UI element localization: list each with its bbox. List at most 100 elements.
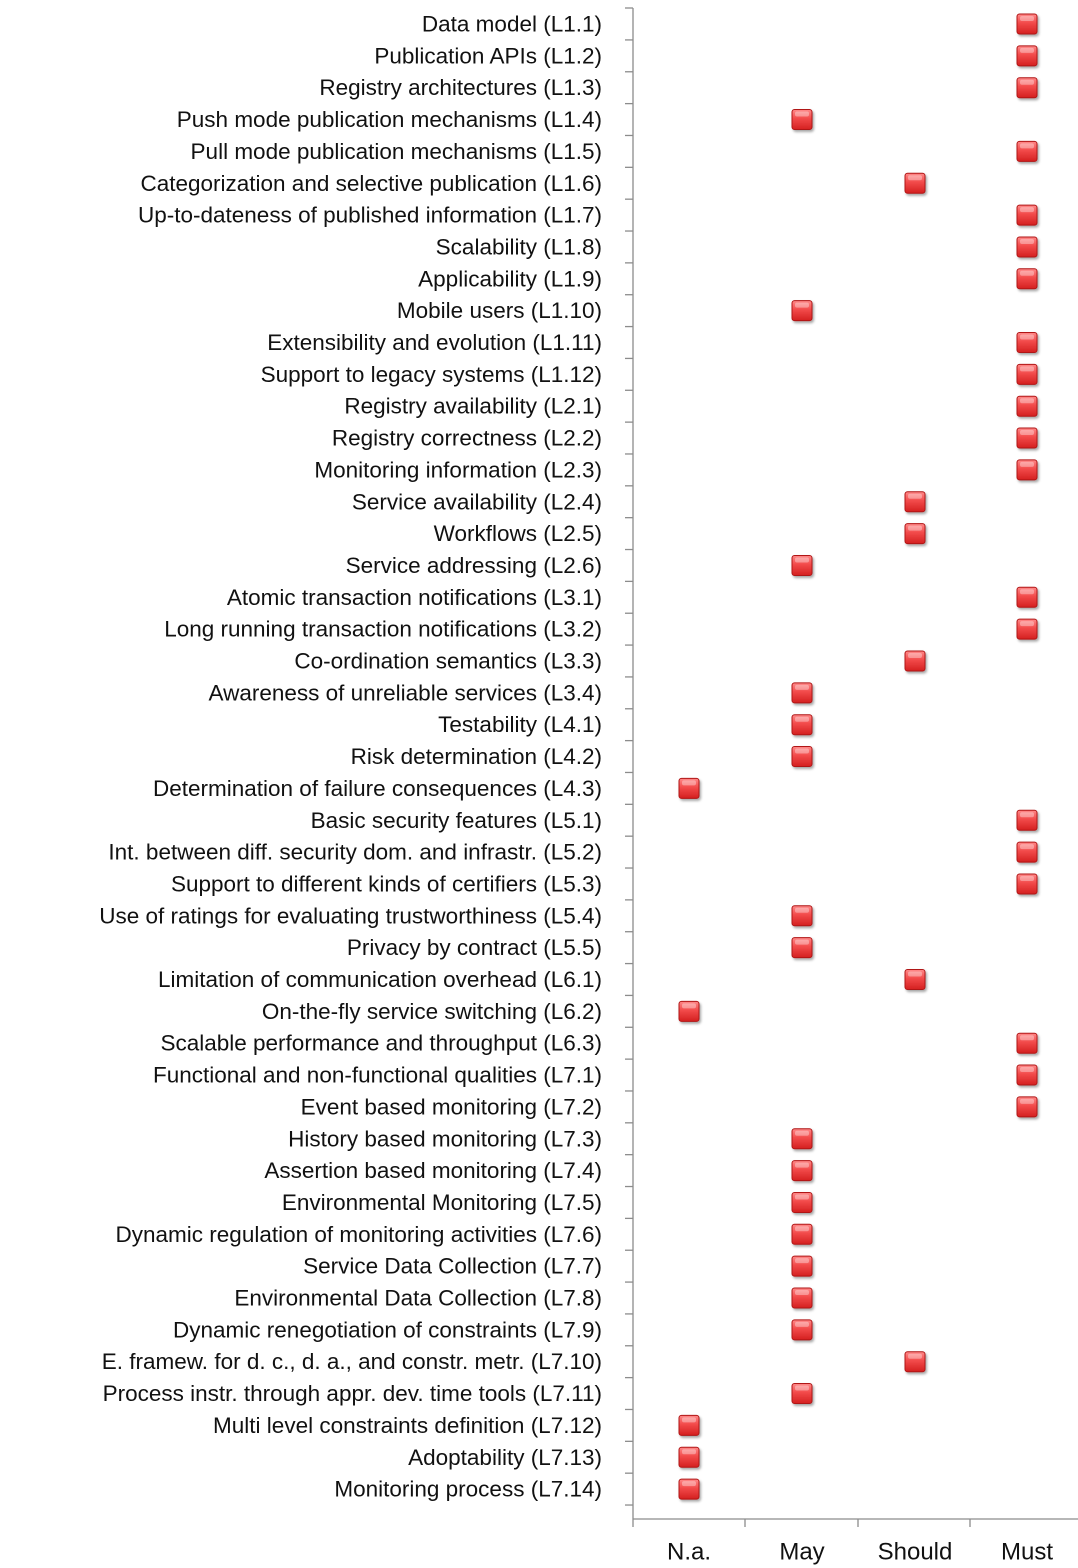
category-label: Support to legacy systems (L1.12) <box>261 362 602 387</box>
data-point <box>791 1160 813 1182</box>
data-point <box>791 1383 813 1405</box>
category-labels: Data model (L1.1) Publication APIs (L1.2)… <box>99 12 602 1502</box>
category-label: Service addressing (L2.6) <box>346 553 602 578</box>
data-point <box>1016 140 1038 162</box>
data-point <box>904 491 926 513</box>
category-label: Multi level constraints definition (L7.1… <box>213 1413 602 1438</box>
category-label: Applicability (L1.9) <box>418 266 602 291</box>
data-point <box>791 1128 813 1150</box>
x-tick-label: Should <box>878 1539 953 1566</box>
category-label: Support to different kinds of certifiers… <box>171 871 602 896</box>
category-label: Use of ratings for evaluating trustworth… <box>99 903 602 928</box>
category-label: History based monitoring (L7.3) <box>288 1126 602 1151</box>
data-points <box>678 13 1038 1500</box>
data-point <box>1016 236 1038 258</box>
data-point <box>791 1223 813 1245</box>
category-label: Basic security features (L5.1) <box>311 808 602 833</box>
category-label: On-the-fly service switching (L6.2) <box>262 999 602 1024</box>
data-point <box>678 777 700 799</box>
data-point <box>904 523 926 545</box>
category-label: Mobile users (L1.10) <box>397 298 602 323</box>
data-point <box>1016 77 1038 99</box>
axes <box>625 7 1078 1527</box>
data-point <box>1016 268 1038 290</box>
category-label: Long running transaction notifications (… <box>164 617 602 642</box>
data-point <box>678 1000 700 1022</box>
category-label: Environmental Monitoring (L7.5) <box>282 1190 602 1215</box>
data-point <box>1016 459 1038 481</box>
category-label: Extensibility and evolution (L1.11) <box>267 330 602 355</box>
category-label: Assertion based monitoring (L7.4) <box>264 1158 602 1183</box>
data-point <box>791 714 813 736</box>
category-label: Monitoring information (L2.3) <box>314 457 602 482</box>
x-tick-label: N.a. <box>667 1539 711 1566</box>
category-label: Scalable performance and throughput (L6.… <box>160 1031 602 1056</box>
data-point <box>1016 204 1038 226</box>
data-point <box>1016 1096 1038 1118</box>
x-tick-labels: N.a. May Should Must <box>667 1539 1053 1566</box>
category-label: Pull mode publication mechanisms (L1.5) <box>191 139 602 164</box>
data-point <box>1016 332 1038 353</box>
category-label: E. framew. for d. c., d. a., and constr.… <box>102 1349 602 1374</box>
data-point <box>1016 1064 1038 1086</box>
category-label: Data model (L1.1) <box>422 12 602 37</box>
data-point <box>1016 363 1038 385</box>
data-point <box>1016 586 1038 608</box>
data-point <box>678 1478 700 1500</box>
category-label: Risk determination (L4.2) <box>351 744 602 769</box>
x-tick-label: May <box>779 1539 824 1566</box>
category-label: Testability (L4.1) <box>438 712 602 737</box>
category-label: Int. between diff. security dom. and inf… <box>108 840 602 865</box>
data-point <box>791 1287 813 1309</box>
category-label: Service availability (L2.4) <box>352 489 602 514</box>
data-point <box>1016 618 1038 640</box>
data-point <box>791 1191 813 1213</box>
category-label: Service Data Collection (L7.7) <box>303 1254 602 1279</box>
data-point <box>904 650 926 672</box>
data-point <box>678 1446 700 1468</box>
data-point <box>1016 873 1038 895</box>
data-point <box>791 746 813 768</box>
data-point <box>1016 1032 1038 1054</box>
data-point <box>791 300 813 322</box>
category-label: Monitoring process (L7.14) <box>334 1477 602 1502</box>
data-point <box>1016 841 1038 863</box>
category-label: Event based monitoring (L7.2) <box>301 1094 602 1119</box>
data-point <box>791 682 813 704</box>
category-label: Workflows (L2.5) <box>434 521 602 546</box>
category-label: Registry correctness (L2.2) <box>332 426 602 451</box>
category-label: Process instr. through appr. dev. time t… <box>103 1381 602 1406</box>
category-label: Awareness of unreliable services (L3.4) <box>208 680 602 705</box>
category-label: Functional and non-functional qualities … <box>153 1063 602 1088</box>
category-label: Scalability (L1.8) <box>436 234 602 259</box>
data-point <box>678 1414 700 1436</box>
data-point <box>791 937 813 959</box>
category-label: Categorization and selective publication… <box>140 171 602 196</box>
category-label: Dynamic regulation of monitoring activit… <box>116 1222 602 1247</box>
category-label: Privacy by contract (L5.5) <box>347 935 602 960</box>
data-point <box>1016 809 1038 831</box>
category-label: Environmental Data Collection (L7.8) <box>234 1286 602 1311</box>
data-point <box>791 554 813 576</box>
data-point <box>1016 395 1038 417</box>
category-label: Adoptability (L7.13) <box>408 1445 602 1470</box>
data-point <box>904 969 926 990</box>
category-label: Registry availability (L2.1) <box>344 394 602 419</box>
data-point <box>791 1319 813 1341</box>
category-label: Up-to-dateness of published information … <box>138 203 602 228</box>
category-label: Limitation of communication overhead (L6… <box>158 967 602 992</box>
category-label: Determination of failure consequences (L… <box>153 776 602 801</box>
data-point <box>904 172 926 194</box>
data-point <box>1016 45 1038 67</box>
category-label: Push mode publication mechanisms (L1.4) <box>177 107 602 132</box>
category-label: Atomic transaction notifications (L3.1) <box>227 585 602 610</box>
data-point <box>791 905 813 927</box>
data-point <box>904 1351 926 1373</box>
data-point <box>791 109 813 131</box>
category-label: Publication APIs (L1.2) <box>374 43 602 68</box>
data-point <box>1016 427 1038 449</box>
data-point <box>1016 13 1038 35</box>
category-label: Co-ordination semantics (L3.3) <box>294 649 602 674</box>
